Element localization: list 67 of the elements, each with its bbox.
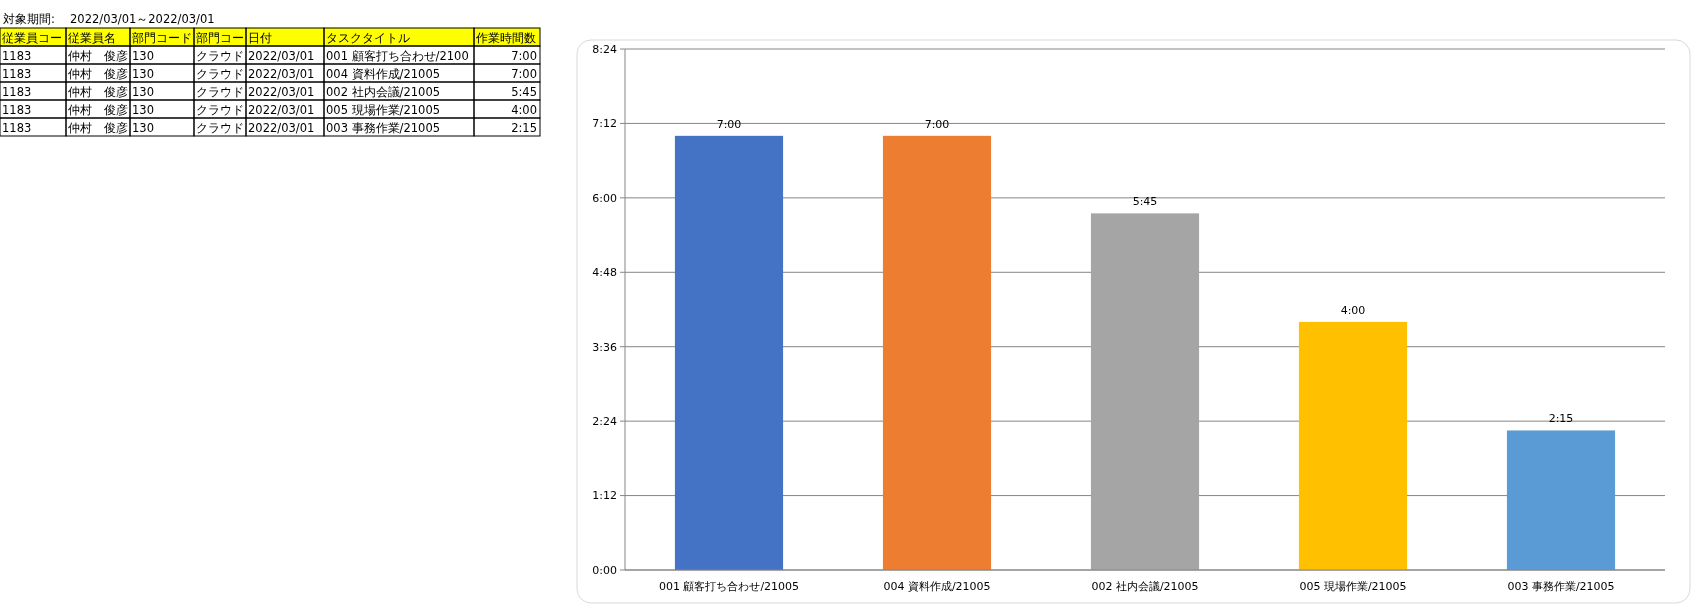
data-label: 2:15: [1548, 412, 1574, 426]
text: クラウド: [196, 103, 244, 117]
y-tick-label: 7:12: [592, 117, 617, 131]
text: 005 現場作業/21005: [326, 103, 441, 117]
x-tick-label: 001 顧客打ち合わせ/21005: [658, 580, 800, 593]
text: 仲村 俊彦: [68, 67, 128, 81]
text: 1183: [2, 49, 32, 63]
bar: [1298, 321, 1408, 570]
y-tick-label: 6:00: [592, 191, 617, 205]
text: 仲村 俊彦: [68, 85, 128, 99]
text: 仲村 俊彦: [68, 121, 128, 135]
text: 仲村 俊彦: [68, 103, 128, 117]
text: 日付: [248, 31, 272, 45]
text: 従業員コー: [2, 31, 62, 45]
text: 仲村 俊彦: [68, 49, 128, 63]
y-tick-label: 4:48: [592, 266, 617, 280]
text: クラウド: [196, 49, 244, 63]
text: 2022/03/01～2022/03/01: [70, 12, 215, 26]
data-label: 4:00: [1340, 303, 1366, 317]
text: 1183: [2, 121, 32, 135]
x-tick-label: 005 現場作業/21005: [1299, 580, 1407, 593]
data-label: 5:45: [1132, 195, 1158, 209]
text: タスクタイトル: [326, 31, 410, 45]
bar: [674, 135, 784, 570]
text: 作業時間数: [475, 31, 536, 45]
text: 2:15: [511, 121, 537, 135]
data-label: 7:00: [716, 117, 742, 131]
text: 004 資料作成/21005: [326, 67, 441, 81]
text: 002 社内会議/21005: [326, 85, 441, 99]
text: 従業員名: [68, 31, 116, 45]
text: 7:00: [511, 67, 537, 81]
text: 2022/03/01: [248, 121, 315, 135]
x-tick-label: 004 資料作成/21005: [883, 580, 991, 593]
text: 2022/03/01: [248, 49, 315, 63]
y-tick-label: 3:36: [592, 340, 617, 354]
text: 2022/03/01: [248, 103, 315, 117]
text: 1183: [2, 85, 32, 99]
y-tick-label: 0:00: [592, 563, 617, 577]
text: 対象期間:: [3, 12, 55, 26]
y-tick-label: 2:24: [592, 414, 617, 428]
text: 001 顧客打ち合わせ/2100: [326, 49, 469, 63]
x-tick-label: 003 事務作業/21005: [1507, 580, 1615, 593]
bar: [1506, 430, 1616, 570]
text: 2022/03/01: [248, 85, 315, 99]
text: 130: [132, 49, 154, 63]
x-tick-label: 002 社内会議/21005: [1091, 580, 1199, 593]
text: 1183: [2, 67, 32, 81]
text: 130: [132, 121, 154, 135]
text: 130: [132, 67, 154, 81]
y-tick-label: 1:12: [592, 489, 617, 503]
bar: [1090, 213, 1200, 570]
text: 部門コー: [196, 31, 244, 45]
text: 2022/03/01: [248, 67, 315, 81]
text: クラウド: [196, 85, 244, 99]
bar: [882, 135, 992, 570]
text: 5:45: [511, 85, 537, 99]
text: 003 事務作業/21005: [326, 121, 441, 135]
text: クラウド: [196, 67, 244, 81]
text: 130: [132, 85, 154, 99]
data-label: 7:00: [924, 117, 950, 131]
text: クラウド: [196, 121, 244, 135]
text: 130: [132, 103, 154, 117]
text: 部門コード: [132, 31, 192, 45]
text: 4:00: [511, 103, 537, 117]
y-tick-label: 8:24: [592, 42, 617, 56]
text: 7:00: [511, 49, 537, 63]
text: 1183: [2, 103, 32, 117]
